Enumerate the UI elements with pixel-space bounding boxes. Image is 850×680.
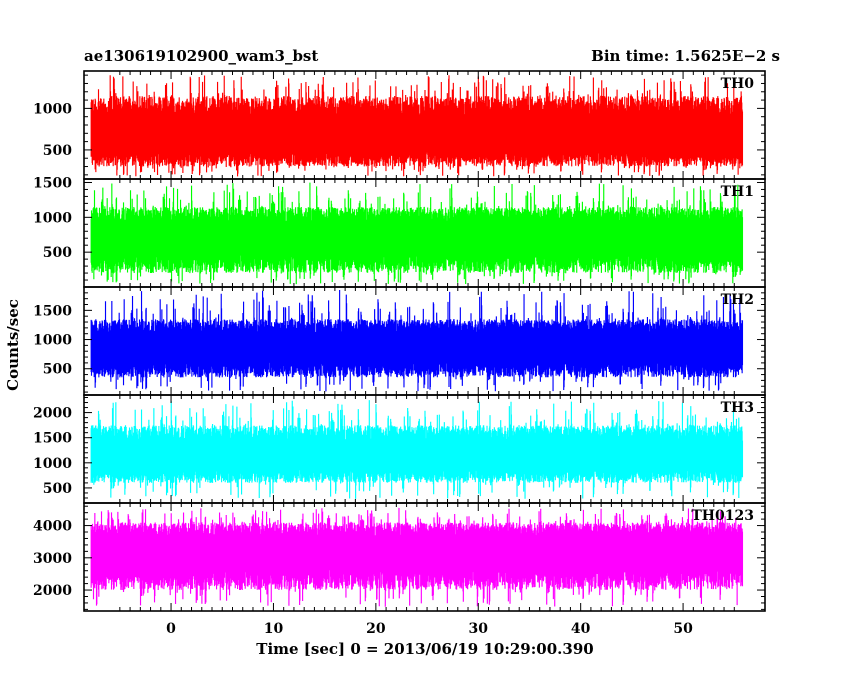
x-tick-label: 30 bbox=[469, 621, 489, 637]
y-tick-label: 3000 bbox=[33, 551, 72, 567]
y-axis-label: Counts/sec bbox=[4, 299, 22, 391]
y-tick-label: 4000 bbox=[33, 519, 72, 535]
panel-th1: 500 1000 1500 TH1 bbox=[33, 175, 766, 288]
x-tick-label: 0 bbox=[166, 621, 176, 637]
panel-label: TH3 bbox=[721, 400, 754, 416]
panel-th0: 500 1000 TH0 bbox=[33, 70, 766, 180]
bin-time-label: Bin time: 1.5625E−2 s bbox=[591, 47, 780, 65]
panel-label: TH1 bbox=[721, 184, 754, 200]
panel-th2: 500 1000 1500 TH2 bbox=[33, 286, 766, 396]
series-th0 bbox=[90, 75, 744, 177]
series-th1 bbox=[90, 182, 744, 285]
panels-group: 5001000TH050010001500TH150010001500TH250… bbox=[33, 70, 766, 612]
panel-label: TH0123 bbox=[691, 508, 754, 524]
y-tick-label: 1000 bbox=[33, 333, 72, 349]
chart-title: ae130619102900_wam3_bst bbox=[84, 47, 318, 65]
y-tick-label: 1500 bbox=[33, 303, 72, 319]
x-tick-labels: 0 10 20 30 40 50 bbox=[166, 621, 693, 637]
series-th3 bbox=[90, 400, 744, 499]
y-tick-label: 1000 bbox=[33, 101, 72, 117]
y-tick-label: 2000 bbox=[33, 583, 72, 599]
y-tick-label: 1500 bbox=[33, 175, 72, 191]
x-tick-label: 50 bbox=[673, 621, 693, 637]
y-tick-label: 500 bbox=[43, 362, 72, 378]
panel-frame bbox=[83, 502, 766, 612]
y-tick-label: 500 bbox=[43, 481, 72, 497]
y-tick-label: 1000 bbox=[33, 456, 72, 472]
y-tick-label: 500 bbox=[43, 143, 72, 159]
y-tick-label: 1500 bbox=[33, 431, 72, 447]
series-th0123 bbox=[90, 507, 744, 607]
x-tick-label: 20 bbox=[366, 621, 386, 637]
panel-label: TH2 bbox=[721, 292, 754, 308]
panel-label: TH0 bbox=[721, 76, 755, 92]
series-th2 bbox=[90, 290, 744, 392]
y-tick-label: 2000 bbox=[33, 406, 72, 422]
panel-th3: 500 1000 1500 2000 TH3 bbox=[33, 394, 766, 504]
y-tick-label: 1000 bbox=[33, 210, 72, 226]
panel-th0123: 2000 3000 4000 TH0123 bbox=[33, 502, 766, 612]
y-tick-label: 500 bbox=[43, 245, 72, 261]
x-tick-label: 10 bbox=[264, 621, 284, 637]
x-tick-label: 40 bbox=[571, 621, 591, 637]
x-axis-label: Time [sec] 0 = 2013/06/19 10:29:00.390 bbox=[256, 640, 593, 658]
